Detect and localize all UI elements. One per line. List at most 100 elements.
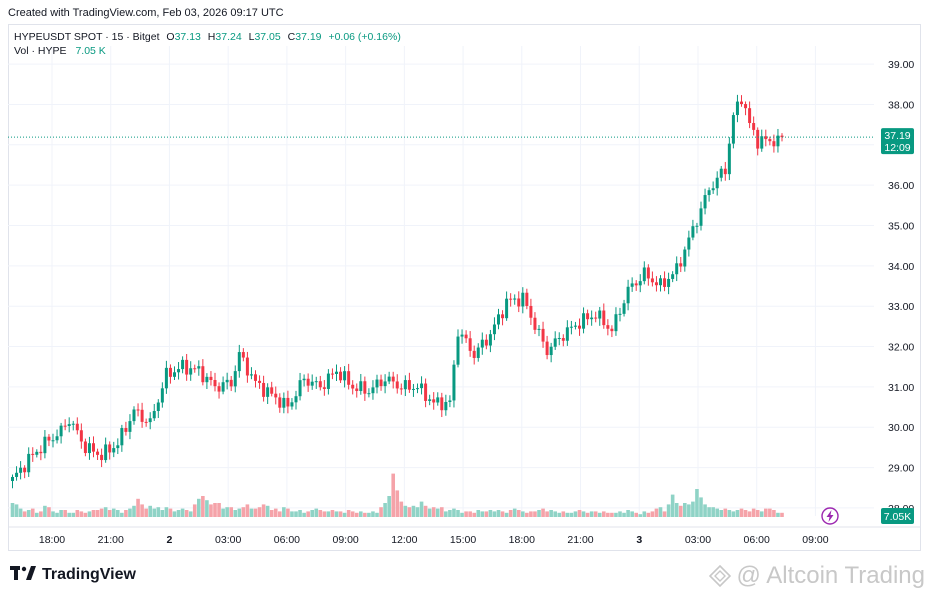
candle-body	[569, 326, 573, 328]
candle-body	[258, 380, 262, 383]
candle-body	[11, 476, 14, 482]
candle-body	[719, 168, 723, 178]
candle-body	[420, 383, 424, 389]
candle-body	[164, 367, 168, 389]
open-label: O	[166, 31, 175, 43]
volume-bar	[176, 510, 181, 517]
volume-bar	[273, 508, 278, 517]
candle-body	[436, 397, 440, 403]
candle-body	[711, 188, 715, 191]
candle-body	[529, 305, 533, 318]
volume-bar	[120, 512, 124, 517]
candle-body	[339, 371, 343, 381]
price-axis[interactable]: 39.0038.0037.0036.0035.0034.0033.0032.00…	[888, 59, 914, 515]
volume-bar	[318, 510, 323, 517]
candle-body	[776, 135, 780, 147]
volume-bar	[359, 511, 363, 517]
volume-bar	[399, 501, 404, 517]
candle-body	[136, 409, 140, 411]
candle-body	[221, 382, 225, 392]
time-axis[interactable]: 18:00 21:00 2 03:00 06:00 09:00 12:00 15:00 18:0…	[8, 526, 921, 546]
volume-bar	[581, 511, 586, 517]
volume-bar	[111, 508, 116, 517]
volume-bar	[614, 512, 618, 517]
candle-body	[391, 376, 395, 382]
chart-frame	[8, 24, 921, 551]
volume-bar	[245, 504, 250, 517]
volume-bar	[302, 512, 306, 517]
candle-body	[193, 368, 197, 370]
volume-bar	[512, 508, 517, 517]
candle-body	[517, 298, 521, 307]
candle-body	[764, 136, 768, 140]
volume-bar	[423, 505, 428, 517]
candle-body	[509, 298, 513, 300]
candle-body	[472, 350, 476, 358]
volume-bar	[346, 510, 351, 517]
price-tick-label: 35.00	[888, 220, 914, 232]
volume-bar	[375, 512, 379, 517]
time-tick-label: 21:00	[98, 534, 124, 546]
volume-bar	[342, 512, 347, 517]
volume-bar	[128, 508, 132, 517]
volume-bar	[723, 508, 728, 517]
volume-bar	[739, 508, 744, 517]
candle-body	[492, 324, 496, 335]
volume-bar	[719, 510, 724, 517]
symbol-info[interactable]: HYPEUSDT SPOT · 15 · Bitget	[14, 31, 160, 43]
candle-body	[549, 346, 553, 356]
candle-body	[92, 443, 95, 452]
volume-bar	[205, 500, 209, 517]
volume-bar	[780, 512, 784, 517]
candle-body	[614, 314, 618, 332]
lightning-icon[interactable]	[821, 507, 839, 525]
volume-bar	[545, 511, 549, 517]
volume-bar	[610, 512, 614, 517]
volume-bar	[776, 512, 780, 517]
volume-bar	[363, 512, 367, 517]
candle-body	[480, 339, 484, 348]
candle-body	[654, 282, 658, 286]
volume-value: 7.05 K	[75, 45, 106, 57]
volume-bar	[525, 512, 529, 517]
volume-bar	[350, 511, 355, 517]
candle-body	[347, 371, 351, 385]
tradingview-logo[interactable]: TradingView	[10, 565, 136, 585]
volume-bar	[257, 507, 262, 517]
candle-body	[598, 310, 602, 319]
volume-bar	[747, 511, 752, 517]
candle-body	[23, 467, 27, 473]
volume-bar	[678, 505, 683, 517]
volume-bar	[314, 508, 319, 517]
candle-body	[278, 397, 282, 408]
candle-body	[363, 381, 367, 394]
volume-bar	[419, 501, 424, 517]
candle-body	[120, 428, 124, 446]
candle-body	[310, 381, 314, 386]
volume-bar	[646, 512, 651, 517]
volume-label[interactable]: Vol · HYPE	[14, 45, 67, 57]
high-label: H	[207, 31, 216, 43]
candle-body	[703, 195, 707, 209]
close-value: 37.19	[295, 31, 322, 43]
candle-body	[241, 352, 245, 358]
volume-bar	[51, 511, 55, 517]
volume-bar	[148, 505, 152, 517]
candle-body	[383, 381, 387, 387]
candlestick-chart[interactable]: 39.0038.0037.0036.0035.0034.0033.0032.00…	[8, 24, 921, 551]
time-tick-label: 3	[636, 534, 642, 546]
candle-body	[780, 135, 784, 138]
volume-bar	[521, 511, 525, 517]
candle-body	[197, 366, 201, 369]
candle-body	[112, 448, 116, 453]
volume-bar	[630, 511, 634, 517]
volume-bar	[440, 507, 444, 517]
candle-body	[707, 190, 711, 196]
candle-body	[367, 393, 371, 395]
volume-bar	[39, 511, 43, 517]
volume-bar	[294, 511, 298, 517]
price-tick-label: 39.00	[888, 59, 914, 71]
candle-body	[326, 373, 330, 389]
candle-body	[642, 267, 646, 282]
volume-bar	[553, 511, 557, 517]
